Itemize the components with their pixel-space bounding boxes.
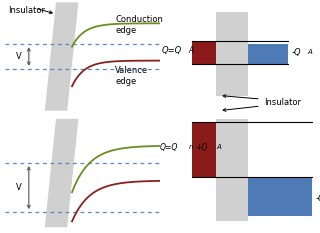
- Bar: [216, 119, 248, 221]
- Text: A: A: [189, 46, 194, 55]
- Text: Insulator: Insulator: [264, 98, 301, 107]
- Bar: [192, 41, 216, 64]
- Text: A: A: [307, 49, 312, 55]
- Polygon shape: [45, 2, 78, 111]
- Bar: [248, 44, 288, 64]
- Text: Conduction
edge: Conduction edge: [115, 15, 163, 34]
- Text: V: V: [16, 52, 22, 61]
- Text: Valence
edge: Valence edge: [115, 66, 148, 86]
- Bar: [248, 178, 312, 216]
- Bar: [216, 12, 248, 96]
- Text: -Q: -Q: [315, 194, 320, 202]
- Text: Q=Q: Q=Q: [160, 143, 178, 152]
- Text: -Q: -Q: [291, 48, 301, 57]
- Text: V: V: [16, 183, 22, 192]
- Bar: [192, 122, 216, 177]
- Text: Q=Q: Q=Q: [162, 46, 182, 55]
- Text: +Q: +Q: [195, 143, 208, 152]
- Text: n: n: [189, 144, 193, 150]
- Text: Insulator: Insulator: [8, 6, 45, 15]
- Text: A: A: [216, 144, 221, 150]
- Polygon shape: [45, 119, 78, 227]
